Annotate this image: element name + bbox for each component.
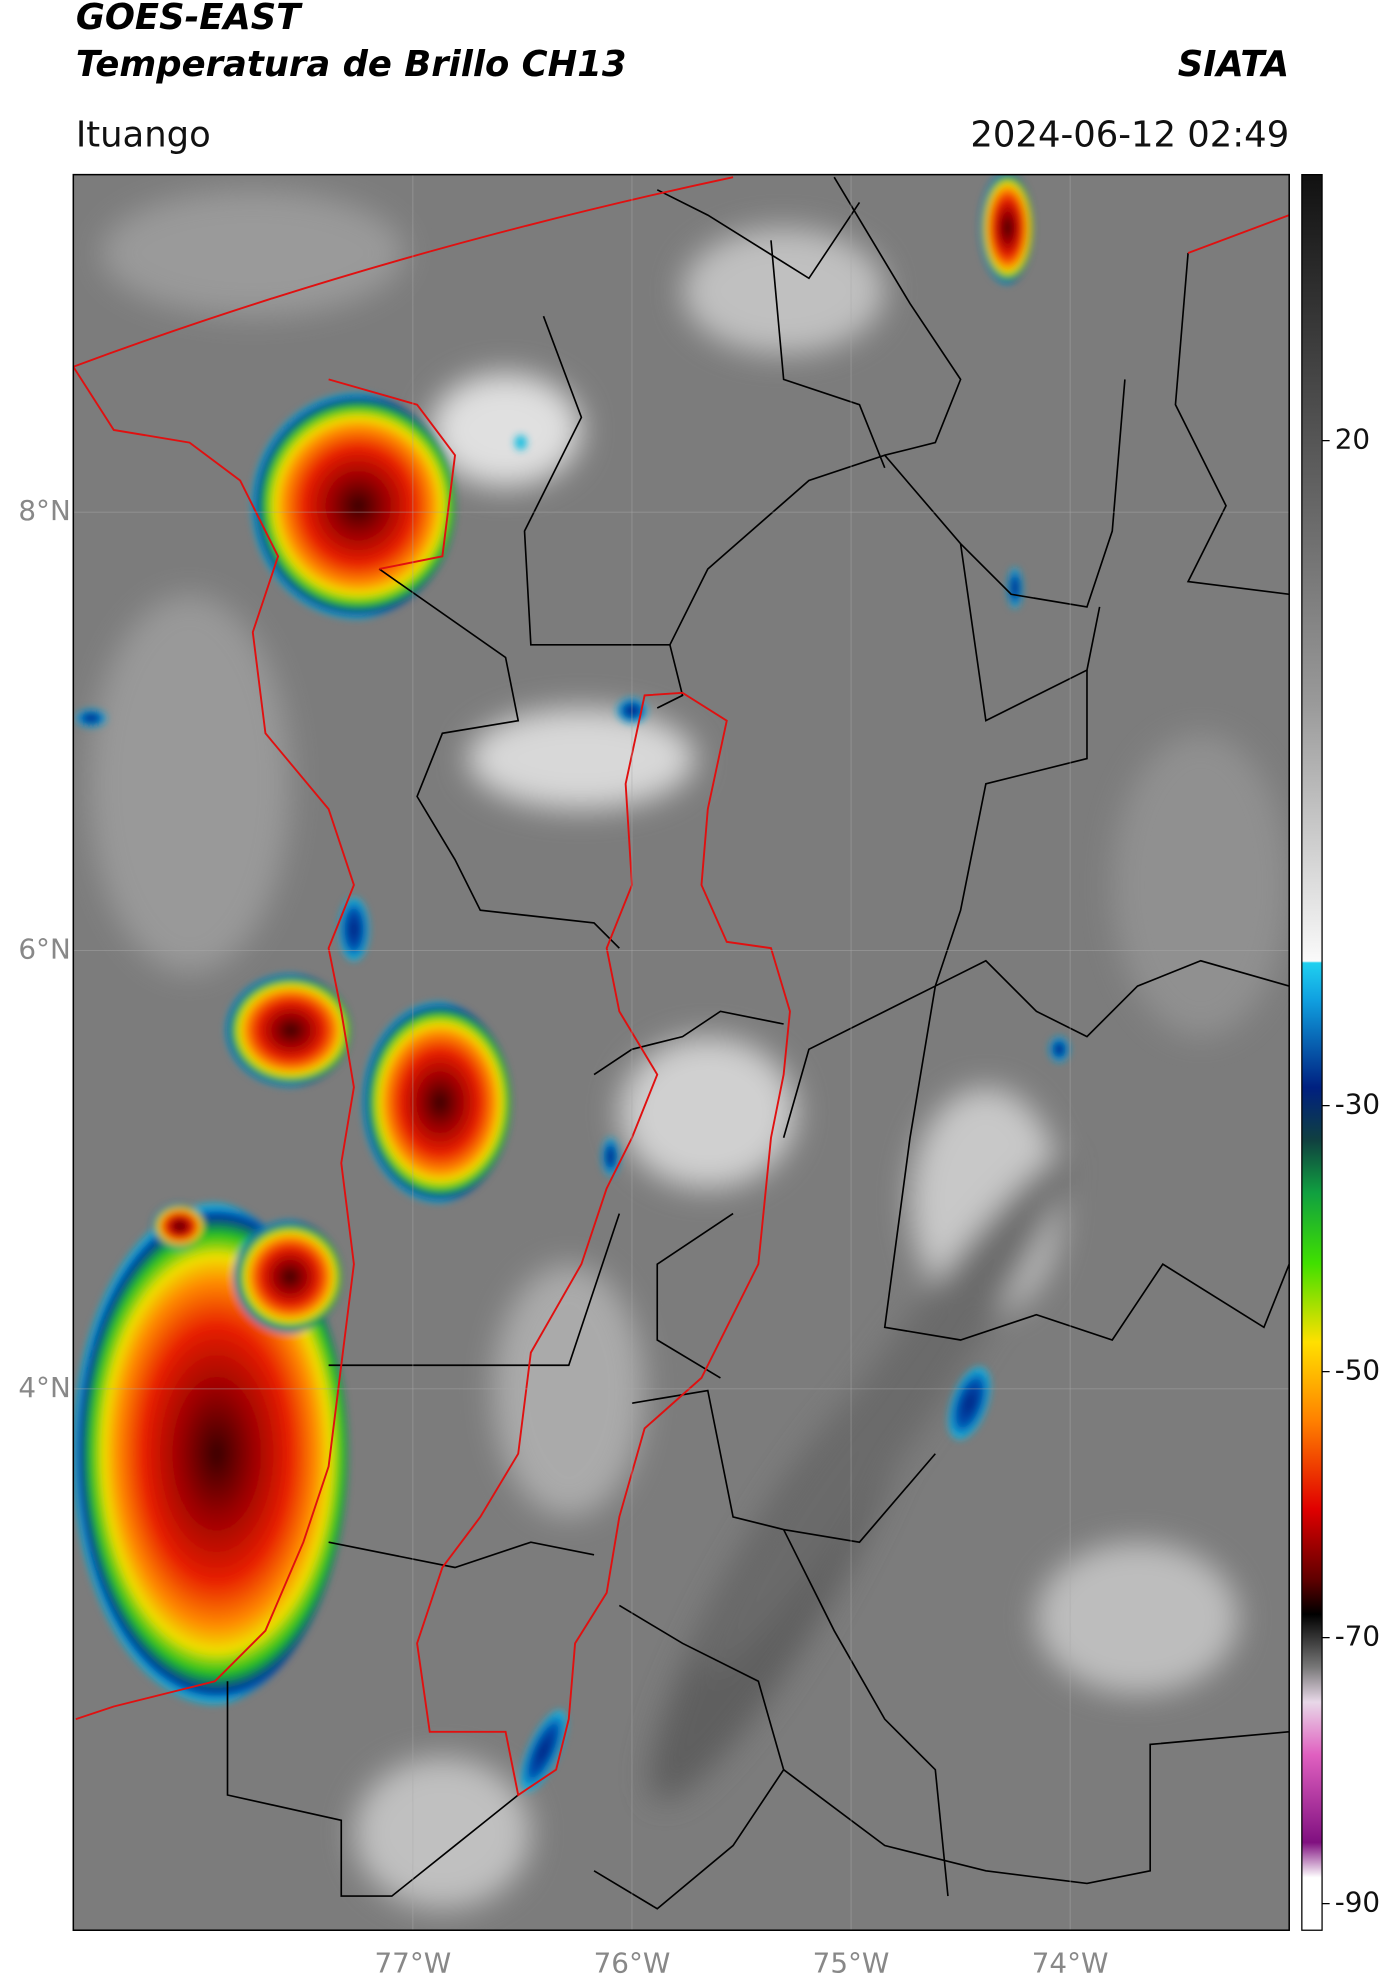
lon-label: 77°W <box>375 1946 452 1979</box>
clouds <box>88 189 1290 1909</box>
map-area <box>73 174 1290 1931</box>
lat-label: 6°N <box>18 933 70 966</box>
colorbar <box>1301 174 1323 1931</box>
coast-and-basin <box>73 176 1290 1797</box>
source: SIATA <box>1178 44 1289 85</box>
graticule <box>73 174 1290 1931</box>
lat-label: 8°N <box>18 494 70 527</box>
colorbar-label: -70 <box>1335 1620 1380 1653</box>
colorbar-label: 20 <box>1335 423 1370 456</box>
lon-label: 75°W <box>813 1946 890 1979</box>
colorbar-label: -30 <box>1335 1088 1380 1121</box>
map-frame <box>72 173 1290 1931</box>
colorbar-label: -50 <box>1335 1354 1380 1387</box>
subtitle: Temperatura de Brillo CH13 <box>76 44 627 85</box>
lon-label: 74°W <box>1032 1946 1109 1979</box>
datetime: 2024-06-12 02:49 <box>970 115 1289 156</box>
title: GOES-EAST <box>76 0 303 38</box>
convective-cells <box>73 174 1070 1792</box>
region: Ituango <box>76 115 211 156</box>
lon-label: 76°W <box>594 1946 671 1979</box>
colorbar-label: -90 <box>1335 1886 1380 1919</box>
lat-label: 4°N <box>18 1371 70 1404</box>
admin-borders <box>226 176 1290 1910</box>
